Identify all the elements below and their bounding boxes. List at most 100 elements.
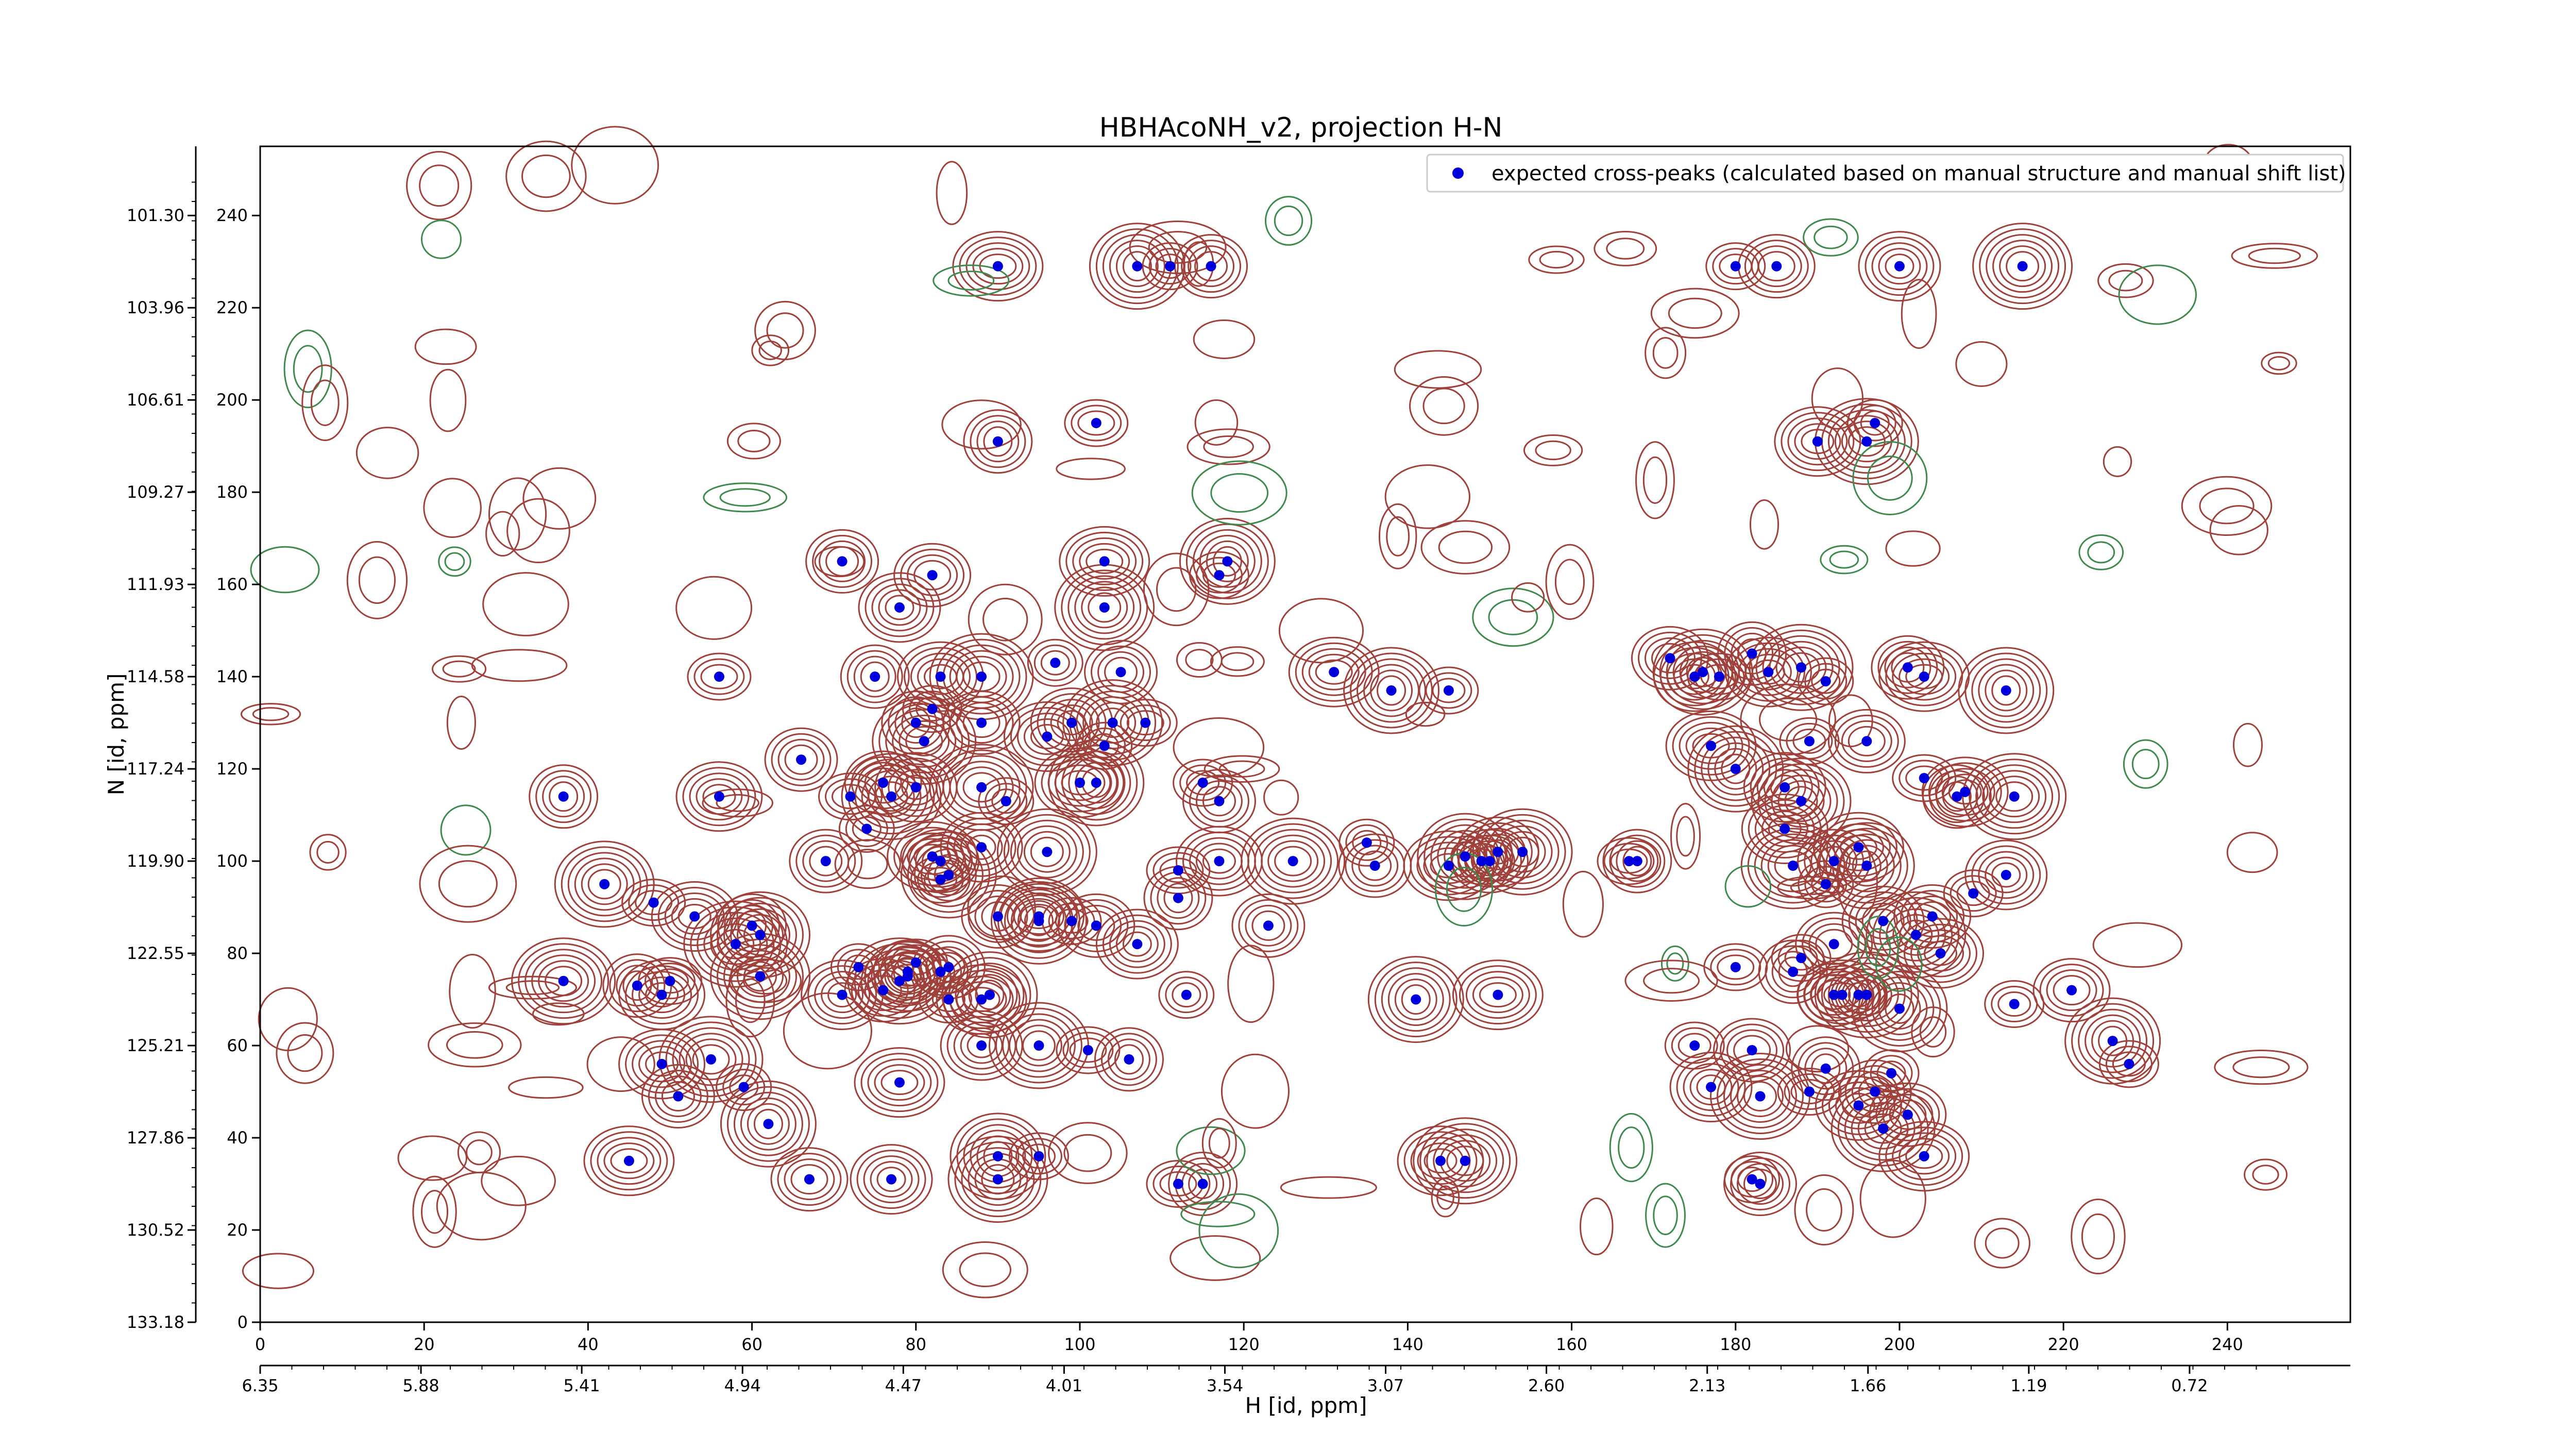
cross-peak-point (1747, 1045, 1757, 1056)
cross-peak-point (894, 602, 905, 613)
contour-ring (1858, 1076, 1892, 1107)
contour-noise (2108, 269, 2143, 292)
contour-ring (878, 589, 921, 626)
contour-ring (784, 1158, 835, 1201)
contour-ring (965, 242, 1030, 291)
contour-ring (1878, 248, 1921, 285)
contour-ring (1845, 845, 1888, 887)
contour-ring (609, 959, 666, 1013)
contour-ring (632, 1040, 692, 1088)
contour-ring (1352, 830, 1382, 855)
contour-ring (1040, 650, 1070, 676)
contour-ring (1871, 242, 1928, 291)
contour-ring (1126, 710, 1164, 736)
contour-ring (535, 770, 592, 823)
ppm-h-tick-label: 5.88 (402, 1376, 439, 1395)
contour-ring (1505, 836, 1539, 867)
contour-noise (1624, 959, 1718, 1002)
contour-ring (726, 1086, 810, 1162)
cross-peak-point (1706, 1082, 1717, 1092)
cross-peak-point (1435, 1155, 1446, 1166)
cross-peak-point (1132, 939, 1143, 950)
contour-ring (1774, 406, 1861, 477)
contour-ring (1472, 976, 1523, 1014)
contour-ring (1419, 1123, 1511, 1199)
contour-noise (2232, 1056, 2290, 1079)
contour-ring (1819, 817, 1897, 877)
contour-ring (1173, 759, 1233, 807)
cross-peak-point (1033, 1040, 1044, 1051)
contour-ring (1943, 869, 2004, 918)
contour-ring (1343, 647, 1440, 734)
contour-ring (1905, 664, 1943, 689)
contour-ring (549, 781, 579, 812)
contour-noise (521, 154, 571, 198)
cross-peak-point (1820, 1063, 1831, 1074)
contour-ring (871, 583, 928, 632)
contour-noise (1606, 238, 1645, 260)
contour-ring (981, 1164, 1015, 1195)
contour-noise (1394, 350, 1482, 389)
ppm-h-tick-label: 3.54 (1207, 1376, 1243, 1395)
cross-peak-point (976, 1040, 987, 1051)
contour-ring (1189, 551, 1249, 599)
contour-noise (2233, 722, 2263, 767)
contour-ring (1751, 245, 1802, 288)
contour-ring (1905, 1143, 1943, 1169)
contour-noise (571, 126, 659, 205)
cross-peak-point (878, 777, 889, 788)
contour-ring (1756, 763, 1813, 812)
contour-ring (1033, 644, 1077, 681)
contour-noise (1974, 1218, 2031, 1269)
contour-ring (1241, 817, 1346, 905)
contour-ring (1157, 877, 1200, 919)
contour-ring (1179, 517, 1276, 605)
contour-ring (1446, 1145, 1484, 1176)
contour-ring (1069, 1037, 1107, 1063)
cross-peak-point (1517, 847, 1528, 857)
contour-noise (1218, 760, 1265, 778)
contour-noise (1643, 968, 1700, 994)
contour-ring (947, 1136, 1048, 1223)
contour-ring (702, 784, 736, 810)
y-tick-label: 200 (216, 390, 248, 410)
cross-peak-point (1747, 1174, 1757, 1185)
contour-ring (1844, 1065, 1905, 1119)
contour-noise (847, 849, 888, 880)
contour-noise (1811, 367, 1864, 430)
contour-ring (736, 914, 784, 956)
contour-ring (1452, 959, 1544, 1031)
cross-peak-point (1853, 1100, 1864, 1111)
contour-ring (625, 1034, 699, 1094)
contour-noise (1660, 945, 1689, 982)
y-axis-label: N [id, ppm] (104, 673, 129, 796)
contour-ring (879, 945, 936, 999)
contour-noise (2123, 739, 2168, 789)
contour-ring (1023, 718, 1071, 755)
contour-ring (1165, 976, 1208, 1014)
cross-peak-point (2001, 869, 2011, 880)
contour-noise (431, 655, 487, 683)
contour-ring (1852, 850, 1882, 881)
cross-peak-point (1476, 856, 1487, 867)
contour-noise (941, 399, 1022, 450)
cross-peak-point (1910, 930, 1921, 940)
contour-ring (1172, 982, 1201, 1008)
contour-ring (1985, 669, 2028, 712)
cross-peak-point (1386, 685, 1397, 696)
contour-noise (1208, 1127, 1230, 1159)
contour-noise (446, 1031, 503, 1059)
contour-ring (1975, 764, 2054, 829)
ppm-h-tick-label: 6.35 (242, 1376, 278, 1395)
cross-peak-point (992, 911, 1003, 922)
contour-ring (1017, 900, 1060, 942)
contour-ring (1062, 1032, 1114, 1069)
contour-noise (1264, 196, 1313, 246)
contour-ring (1394, 979, 1437, 1021)
contour-noise (1740, 683, 1836, 756)
contour-ring (720, 1080, 817, 1168)
cross-peak-point (976, 994, 987, 1005)
ppm-n-tick-label: 114.58 (127, 667, 184, 686)
cross-peak-point (1828, 856, 1839, 867)
